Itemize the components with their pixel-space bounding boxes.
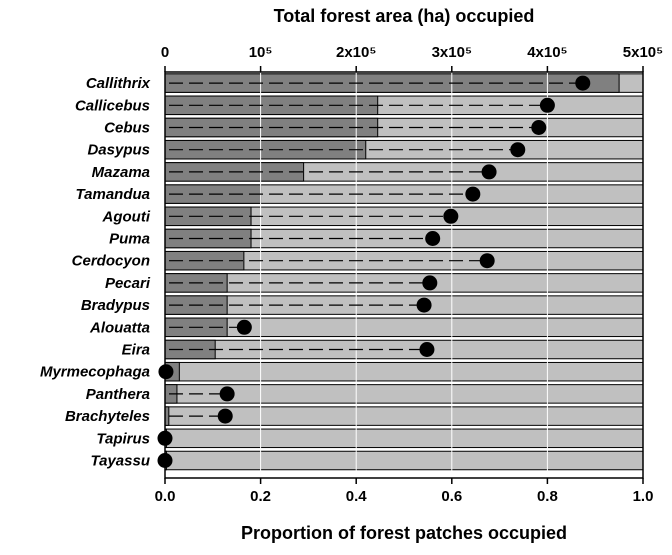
bottom-tick-label: 0.0 bbox=[155, 488, 176, 505]
species-label: Pecari bbox=[105, 275, 151, 292]
top-tick-label: 0 bbox=[161, 44, 169, 61]
data-point bbox=[219, 386, 235, 402]
data-points bbox=[157, 75, 591, 468]
data-point bbox=[416, 297, 432, 313]
data-point bbox=[419, 342, 435, 357]
data-point bbox=[575, 75, 591, 91]
data-point bbox=[217, 408, 233, 424]
species-label: Tamandua bbox=[76, 186, 150, 203]
bottom-axis-title: Proportion of forest patches occupied bbox=[241, 523, 567, 543]
species-label: Bradypus bbox=[81, 297, 150, 314]
data-point bbox=[531, 120, 547, 135]
plot-frame bbox=[164, 71, 644, 479]
species-label: Puma bbox=[109, 231, 150, 248]
species-label: Dasypus bbox=[87, 142, 150, 159]
data-point bbox=[236, 319, 252, 335]
species-label: Cerdocyon bbox=[72, 253, 150, 270]
species-label: Eira bbox=[122, 342, 150, 359]
species-label: Panthera bbox=[86, 386, 150, 403]
data-point bbox=[481, 164, 497, 180]
data-point bbox=[510, 142, 526, 158]
species-label: Tapirus bbox=[96, 430, 150, 447]
top-tick-label: 3x10⁵ bbox=[432, 44, 472, 61]
bar-background bbox=[164, 361, 644, 382]
species-label: Alouatta bbox=[89, 319, 150, 336]
data-point bbox=[443, 208, 459, 224]
data-point bbox=[422, 275, 438, 291]
species-label: Cebus bbox=[104, 120, 150, 137]
bar-background bbox=[164, 428, 644, 449]
data-point bbox=[158, 364, 174, 380]
top-axis-title: Total forest area (ha) occupied bbox=[274, 6, 535, 26]
gridlines bbox=[260, 72, 548, 478]
top-tick-label: 5x10⁵ bbox=[623, 44, 663, 61]
connectors bbox=[169, 82, 583, 417]
species-label: Brachyteles bbox=[65, 408, 150, 425]
species-label: Agouti bbox=[102, 208, 151, 225]
top-tick-label: 10⁵ bbox=[249, 44, 273, 61]
species-label: Callithrix bbox=[86, 75, 151, 92]
bottom-axis-ticks: 0.0 0.2 0.4 0.6 0.8 1.0 bbox=[155, 478, 654, 505]
bottom-tick-label: 1.0 bbox=[633, 488, 654, 505]
bottom-tick-label: 0.6 bbox=[441, 488, 462, 505]
bar-background bbox=[164, 406, 644, 426]
bars bbox=[164, 73, 644, 471]
bar-background bbox=[164, 450, 644, 471]
top-tick-label: 4x10⁵ bbox=[527, 44, 567, 61]
bar-background bbox=[164, 384, 644, 404]
species-labels: Callithrix Callicebus Cebus Dasypus Mazama Ta… bbox=[40, 75, 151, 469]
species-label: Myrmecophaga bbox=[40, 364, 150, 381]
data-point bbox=[425, 231, 441, 246]
data-point bbox=[479, 253, 495, 269]
species-label: Tayassu bbox=[91, 453, 150, 470]
species-label: Mazama bbox=[92, 164, 150, 181]
bottom-tick-label: 0.2 bbox=[250, 488, 271, 505]
top-tick-label: 2x10⁵ bbox=[336, 44, 376, 61]
top-axis-ticks: 0 10⁵ 2x10⁵ 3x10⁵ 4x10⁵ 5x10⁵ bbox=[161, 44, 663, 72]
bottom-tick-label: 0.4 bbox=[346, 488, 368, 505]
data-point bbox=[539, 97, 555, 113]
bottom-tick-label: 0.8 bbox=[537, 488, 558, 505]
data-point bbox=[465, 186, 481, 202]
species-label: Callicebus bbox=[75, 97, 150, 114]
